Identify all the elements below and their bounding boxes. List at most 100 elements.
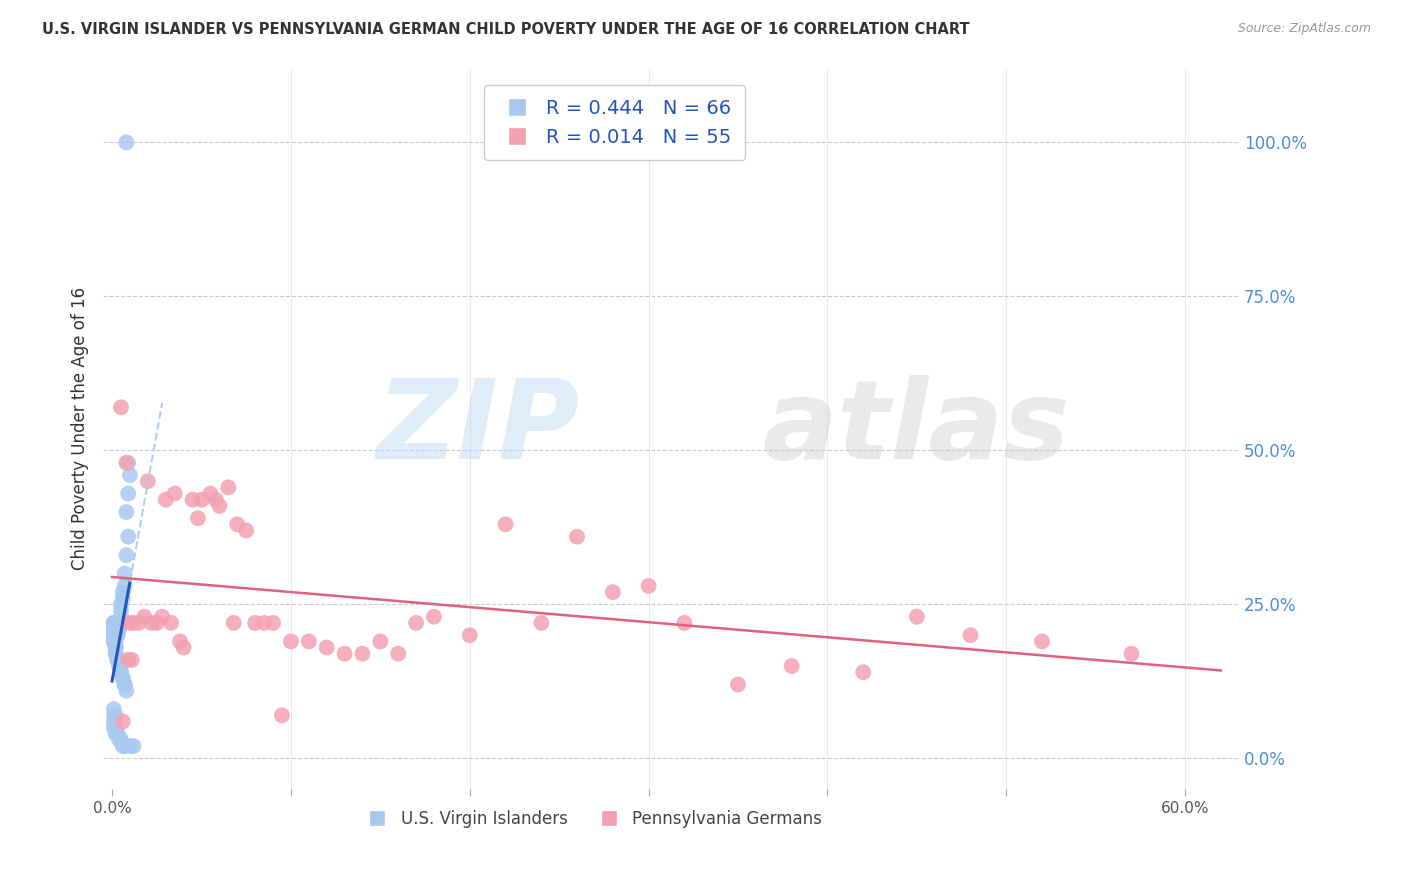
Point	[352, 647, 374, 661]
Point	[103, 721, 125, 735]
Point	[115, 456, 138, 470]
Point	[114, 579, 136, 593]
Point	[905, 609, 928, 624]
Point	[370, 634, 392, 648]
Point	[107, 653, 129, 667]
Point	[111, 671, 134, 685]
Point	[115, 548, 138, 562]
Text: Source: ZipAtlas.com: Source: ZipAtlas.com	[1237, 22, 1371, 36]
Point	[104, 628, 127, 642]
Point	[780, 659, 803, 673]
Point	[114, 677, 136, 691]
Point	[110, 401, 132, 415]
Point	[107, 622, 129, 636]
Point	[107, 628, 129, 642]
Point	[104, 647, 127, 661]
Point	[107, 727, 129, 741]
Point	[108, 659, 131, 673]
Point	[226, 517, 249, 532]
Point	[115, 505, 138, 519]
Point	[110, 604, 132, 618]
Point	[104, 721, 127, 735]
Point	[315, 640, 337, 655]
Point	[103, 714, 125, 729]
Point	[727, 677, 749, 691]
Point	[271, 708, 294, 723]
Point	[530, 615, 553, 630]
Point	[107, 622, 129, 636]
Point	[387, 647, 409, 661]
Point	[104, 628, 127, 642]
Point	[128, 615, 150, 630]
Point	[1031, 634, 1053, 648]
Point	[108, 615, 131, 630]
Point	[495, 517, 517, 532]
Point	[111, 591, 134, 606]
Point	[280, 634, 302, 648]
Point	[637, 579, 659, 593]
Point	[208, 499, 231, 513]
Point	[111, 714, 134, 729]
Point	[173, 640, 195, 655]
Point	[103, 634, 125, 648]
Point	[103, 615, 125, 630]
Point	[108, 615, 131, 630]
Text: ZIP: ZIP	[377, 376, 581, 483]
Point	[298, 634, 321, 648]
Point	[602, 585, 624, 599]
Point	[117, 456, 139, 470]
Point	[190, 492, 212, 507]
Point	[333, 647, 356, 661]
Point	[117, 653, 139, 667]
Point	[103, 628, 125, 642]
Point	[110, 665, 132, 680]
Text: U.S. VIRGIN ISLANDER VS PENNSYLVANIA GERMAN CHILD POVERTY UNDER THE AGE OF 16 CO: U.S. VIRGIN ISLANDER VS PENNSYLVANIA GER…	[42, 22, 970, 37]
Point	[423, 609, 446, 624]
Point	[115, 683, 138, 698]
Point	[108, 733, 131, 747]
Point	[117, 530, 139, 544]
Point	[200, 486, 222, 500]
Point	[150, 609, 173, 624]
Point	[118, 739, 141, 753]
Point	[121, 653, 143, 667]
Point	[136, 474, 159, 488]
Point	[107, 727, 129, 741]
Point	[163, 486, 186, 500]
Point	[118, 615, 141, 630]
Point	[104, 640, 127, 655]
Point	[111, 585, 134, 599]
Point	[103, 708, 125, 723]
Point	[146, 615, 169, 630]
Point	[458, 628, 481, 642]
Point	[111, 671, 134, 685]
Point	[187, 511, 209, 525]
Point	[108, 622, 131, 636]
Point	[169, 634, 191, 648]
Point	[1121, 647, 1143, 661]
Point	[122, 739, 145, 753]
Point	[111, 739, 134, 753]
Point	[103, 634, 125, 648]
Point	[103, 628, 125, 642]
Point	[104, 640, 127, 655]
Point	[118, 468, 141, 483]
Point	[160, 615, 183, 630]
Point	[204, 492, 226, 507]
Point	[107, 653, 129, 667]
Point	[103, 615, 125, 630]
Point	[103, 622, 125, 636]
Point	[115, 136, 138, 150]
Point	[222, 615, 245, 630]
Point	[405, 615, 427, 630]
Point	[110, 733, 132, 747]
Point	[103, 615, 125, 630]
Point	[217, 480, 239, 494]
Point	[104, 634, 127, 648]
Point	[114, 566, 136, 581]
Point	[262, 615, 284, 630]
Point	[117, 486, 139, 500]
Point	[108, 659, 131, 673]
Point	[565, 530, 588, 544]
Point	[141, 615, 163, 630]
